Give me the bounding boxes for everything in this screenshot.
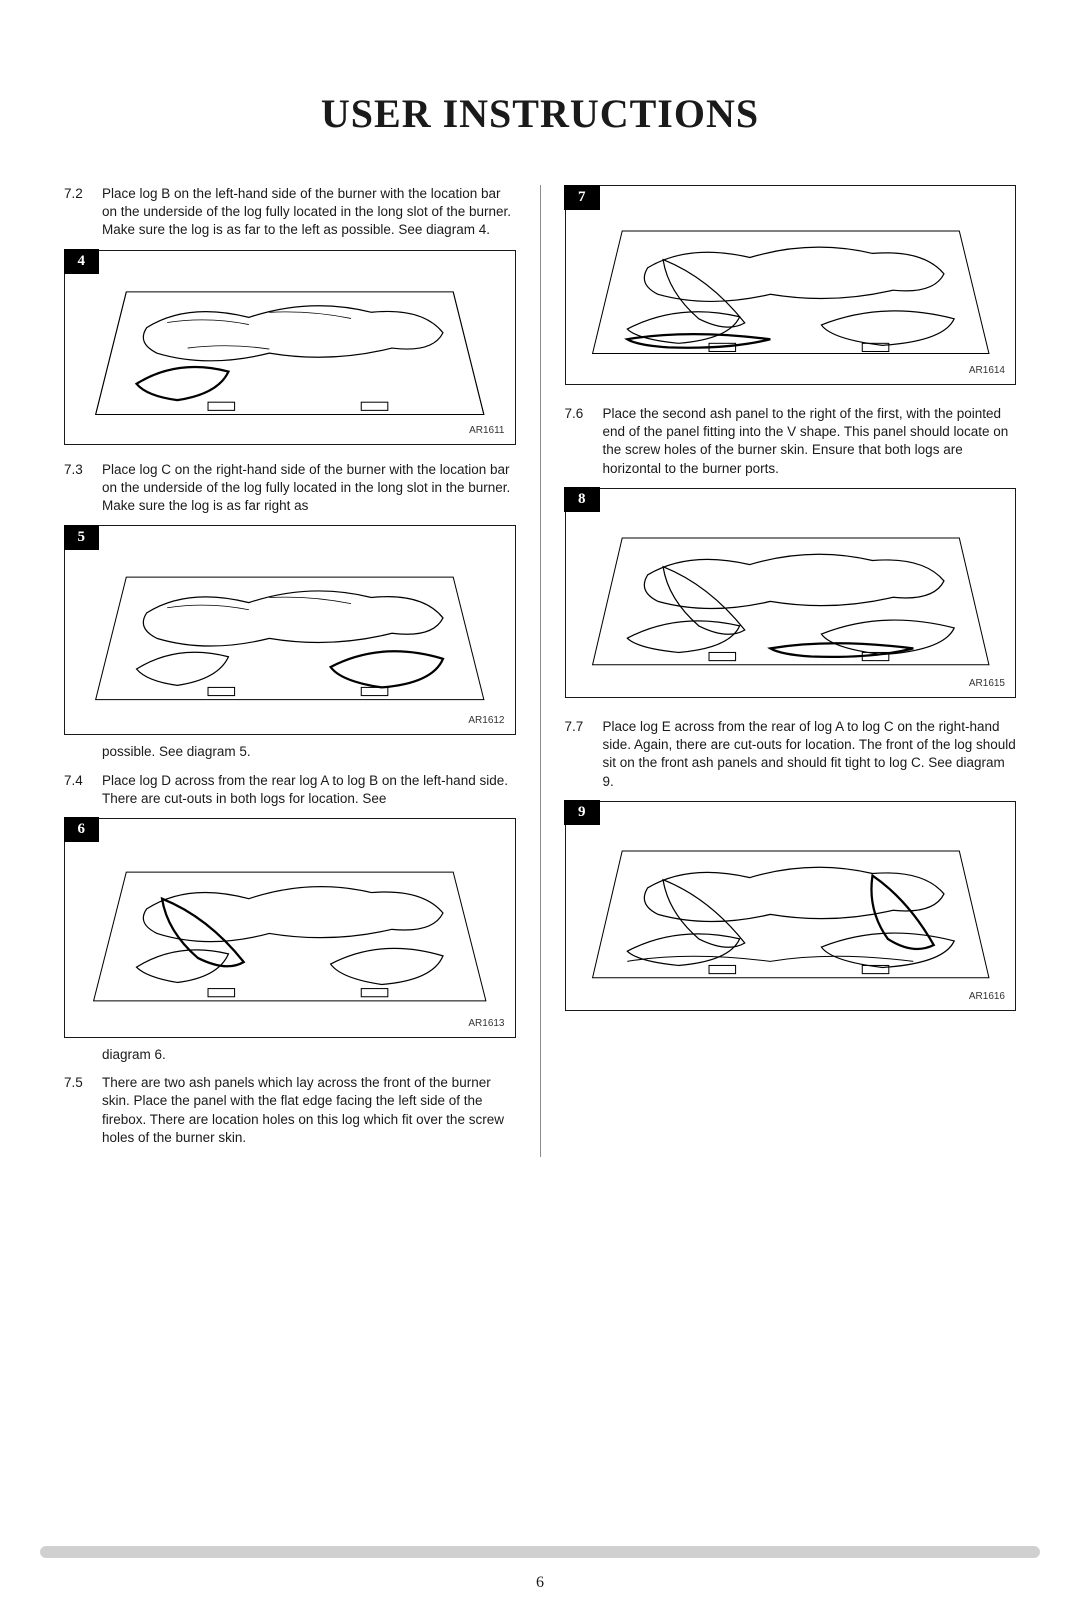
step-text: Place log B on the left-hand side of the…: [102, 185, 516, 240]
figure-badge: 5: [64, 525, 100, 550]
figure-7: 7 AR1614: [565, 185, 1017, 385]
right-column: 7 AR1614 7.6 Place the second ash panel …: [547, 185, 1041, 1157]
step-number: 7.6: [565, 405, 603, 478]
figure-4: 4 AR1611: [64, 250, 516, 445]
page-title: USER INSTRUCTIONS: [0, 90, 1080, 137]
step-7-4: 7.4 Place log D across from the rear log…: [64, 772, 516, 808]
step-number: 7.7: [565, 718, 603, 791]
step-7-3: 7.3 Place log C on the right-hand side o…: [64, 461, 516, 516]
step-7-3-continuation: possible. See diagram 5.: [102, 743, 516, 761]
footer-bar: [40, 1546, 1040, 1558]
step-7-5: 7.5 There are two ash panels which lay a…: [64, 1074, 516, 1147]
column-divider: [540, 185, 541, 1157]
step-text: Place log C on the right-hand side of th…: [102, 461, 516, 516]
figure-8: 8 AR1615: [565, 488, 1017, 698]
diagram-illustration: [65, 819, 515, 1044]
step-text: There are two ash panels which lay acros…: [102, 1074, 516, 1147]
content-columns: 7.2 Place log B on the left-hand side of…: [0, 185, 1080, 1157]
figure-6: 6 AR1613: [64, 818, 516, 1038]
step-number: 7.2: [64, 185, 102, 240]
figure-badge: 9: [564, 800, 600, 825]
step-7-2: 7.2 Place log B on the left-hand side of…: [64, 185, 516, 240]
figure-ref: AR1616: [969, 991, 1005, 1002]
step-number: 7.4: [64, 772, 102, 808]
step-text: Place the second ash panel to the right …: [603, 405, 1017, 478]
step-text: Place log E across from the rear of log …: [603, 718, 1017, 791]
step-number: 7.3: [64, 461, 102, 516]
figure-ref: AR1613: [468, 1018, 504, 1029]
figure-badge: 8: [564, 487, 600, 512]
diagram-illustration: [566, 186, 1016, 390]
figure-ref: AR1611: [469, 425, 504, 436]
step-7-4-continuation: diagram 6.: [102, 1046, 516, 1064]
figure-5: 5 AR1612: [64, 525, 516, 735]
step-number: 7.5: [64, 1074, 102, 1147]
figure-badge: 7: [564, 185, 600, 210]
diagram-illustration: [566, 489, 1016, 704]
figure-badge: 4: [64, 249, 100, 274]
figure-ref: AR1612: [468, 715, 504, 726]
step-7-7: 7.7 Place log E across from the rear of …: [565, 718, 1017, 791]
figure-badge: 6: [64, 817, 100, 842]
step-7-6: 7.6 Place the second ash panel to the ri…: [565, 405, 1017, 478]
step-text: Place log D across from the rear log A t…: [102, 772, 516, 808]
diagram-illustration: [566, 802, 1016, 1017]
figure-ref: AR1615: [969, 678, 1005, 689]
diagram-illustration: [65, 251, 515, 450]
left-column: 7.2 Place log B on the left-hand side of…: [40, 185, 534, 1157]
figure-ref: AR1614: [969, 365, 1005, 376]
figure-9: 9 AR1616: [565, 801, 1017, 1011]
diagram-illustration: [65, 526, 515, 741]
page-number: 6: [0, 1574, 1080, 1592]
